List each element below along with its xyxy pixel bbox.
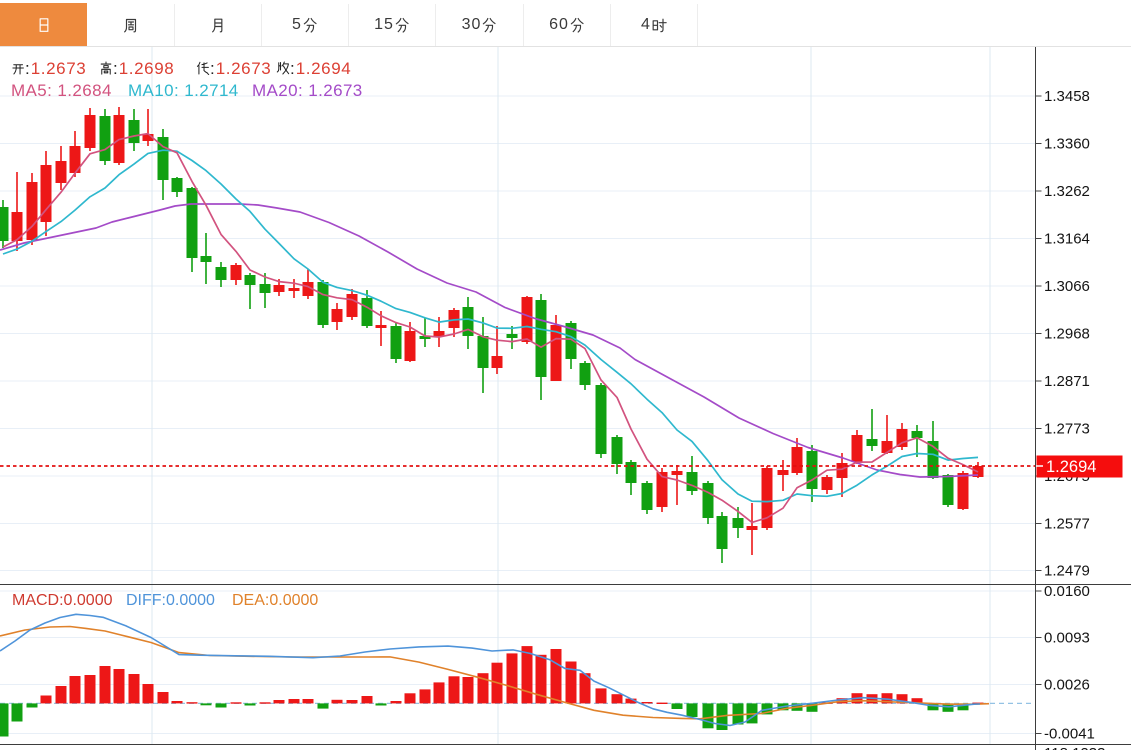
svg-text:1.2871: 1.2871 [1044,373,1090,390]
svg-text:1.3458: 1.3458 [1044,88,1090,105]
svg-text:1.2694: 1.2694 [1046,458,1096,476]
svg-text:0.0026: 0.0026 [1044,677,1090,694]
svg-text:1.3360: 1.3360 [1044,136,1090,153]
svg-text:1.3164: 1.3164 [1044,231,1090,248]
svg-text:1.2968: 1.2968 [1044,326,1090,343]
svg-text:-0.0041: -0.0041 [1044,726,1095,743]
svg-text:1.2773: 1.2773 [1044,421,1090,438]
svg-text:1.3262: 1.3262 [1044,183,1090,200]
svg-text:118.1233: 118.1233 [1044,745,1105,750]
svg-text:1.3066: 1.3066 [1044,278,1090,295]
svg-text:0.0160: 0.0160 [1044,583,1090,600]
svg-text:1.2479: 1.2479 [1044,563,1090,580]
svg-text:1.2577: 1.2577 [1044,516,1090,533]
svg-text:0.0093: 0.0093 [1044,630,1090,647]
